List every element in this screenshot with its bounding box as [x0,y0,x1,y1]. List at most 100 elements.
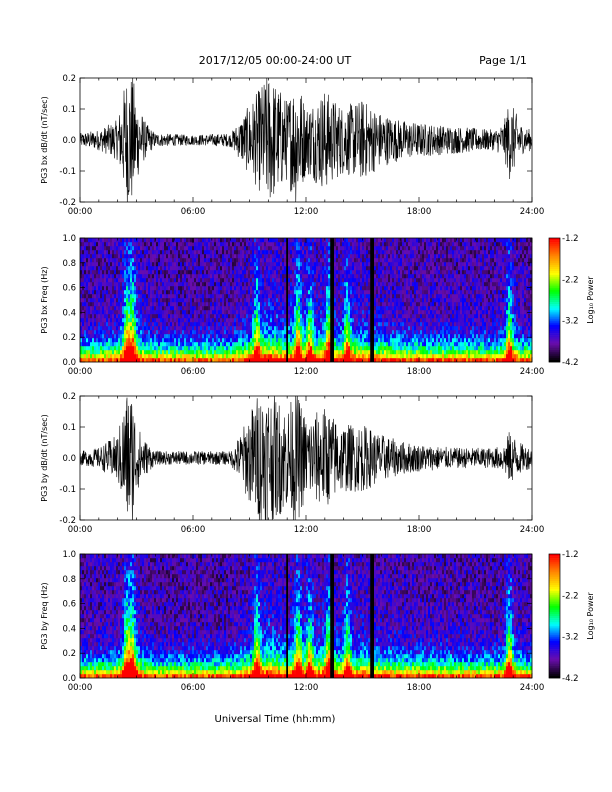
spectrogram-cell [270,322,273,327]
spectrogram-cell [98,354,101,359]
spectrogram-cell [380,246,383,251]
spectrogram-cell [172,258,175,263]
spectrogram-cell [282,338,285,343]
spectrogram-cell [254,354,257,359]
spectrogram-cell [156,338,159,343]
spectrogram-cell [92,310,95,315]
spectrogram-cell [358,266,361,271]
spectrogram-cell [268,294,271,299]
spectrogram-cell [166,314,169,319]
spectrogram-cell [338,250,341,255]
spectrogram-cell [100,338,103,343]
spectrogram-cell [116,238,119,243]
spectrogram-cell [394,302,397,307]
spectrogram-cell [190,310,193,315]
spectrogram-cell [328,330,331,335]
spectrogram-cell [338,278,341,283]
spectrogram-cell [392,258,395,263]
spectrogram-cell [100,270,103,275]
spectrogram-cell [88,350,91,355]
spectrogram-cell [200,330,203,335]
spectrogram-cell [160,314,163,319]
x-tick-label: 06:00 [181,207,206,217]
spectrogram-cell [146,358,149,363]
spectrogram-cell [84,270,87,275]
spectrogram-cell [216,250,219,255]
spectrogram-cell [334,358,337,363]
spectrogram-cell [220,314,223,319]
spectrogram-cell [266,274,269,279]
spectrogram-cell [106,358,109,363]
spectrogram-cell [340,314,343,319]
spectrogram-cell [304,314,307,319]
spectrogram-cell [250,298,253,303]
spectrogram-cell [224,290,227,295]
spectrogram-cell [254,258,257,263]
spectrogram-cell [186,314,189,319]
spectrogram-cell [268,330,271,335]
spectrogram-cell [88,250,91,255]
spectrogram-cell [340,326,343,331]
spectrogram-cell [252,266,255,271]
spectrogram-cell [172,302,175,307]
spectrogram-cell [240,310,243,315]
spectrogram-cell [376,298,379,303]
spectrogram-cell [358,334,361,339]
spectrogram-cell [388,314,391,319]
spectrogram-cell [124,330,127,335]
spectrogram-cell [388,326,391,331]
spectrogram-cell [134,274,137,279]
spectrogram-cell [360,326,363,331]
spectrogram-cell [192,354,195,359]
spectrogram-cell [106,258,109,263]
spectrogram-cell [356,330,359,335]
spectrogram-cell [340,358,343,363]
spectrogram-cell [270,342,273,347]
spectrogram-cell [214,358,217,363]
spectrogram-cell [184,238,187,243]
spectrogram-cell [250,254,253,259]
spectrogram-cell [304,350,307,355]
spectrogram-cell [102,266,105,271]
spectrogram-cell [240,302,243,307]
spectrogram-cell [250,358,253,363]
spectrogram-cell [202,278,205,283]
spectrogram-cell [262,298,265,303]
spectrogram-cell [318,262,321,267]
spectrogram-cell [208,242,211,247]
spectrogram-cell [134,306,137,311]
spectrogram-cell [154,318,157,323]
spectrogram-cell [230,246,233,251]
spectrogram-cell [198,278,201,283]
spectrogram-cell [290,302,293,307]
spectrogram-cell [128,358,131,363]
spectrogram-cell [124,274,127,279]
spectrogram-cell [272,354,275,359]
spectrogram-cell [350,250,353,255]
spectrogram-cell [150,274,153,279]
spectrogram-cell [382,266,385,271]
spectrogram-cell [132,290,135,295]
spectrogram-cell [282,358,285,363]
spectrogram-cell [110,290,113,295]
spectrogram-cell [182,246,185,251]
spectrogram-cell [364,282,367,287]
spectrogram-cell [162,306,165,311]
spectrogram-cell [246,254,249,259]
spectrogram-cell [264,346,267,351]
spectrogram-cell [246,286,249,291]
spectrogram-cell [378,346,381,351]
spectrogram-cell [174,330,177,335]
spectrogram-cell [314,338,317,343]
spectrogram-cell [90,314,93,319]
spectrogram-cell [216,334,219,339]
spectrogram-cell [386,354,389,359]
spectrogram-cell [170,278,173,283]
spectrogram-cell [284,262,287,267]
spectrogram-cell [246,318,249,323]
spectrogram-cell [374,258,377,263]
spectrogram-cell [192,254,195,259]
spectrogram-cell [210,242,213,247]
spectrogram-cell [166,350,169,355]
spectrogram-cell [130,342,133,347]
